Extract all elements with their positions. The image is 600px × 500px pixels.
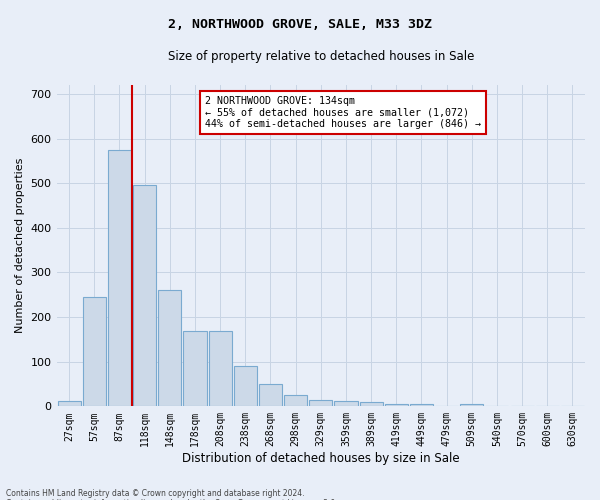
Bar [184,332,206,406]
Bar [284,395,307,406]
Bar [158,290,181,406]
Bar [460,404,484,406]
Bar [309,400,332,406]
Bar [359,402,383,406]
Bar [410,404,433,406]
Text: Contains HM Land Registry data © Crown copyright and database right 2024.: Contains HM Land Registry data © Crown c… [6,488,305,498]
Bar [133,186,156,406]
X-axis label: Distribution of detached houses by size in Sale: Distribution of detached houses by size … [182,452,460,465]
Text: 2 NORTHWOOD GROVE: 134sqm
← 55% of detached houses are smaller (1,072)
44% of se: 2 NORTHWOOD GROVE: 134sqm ← 55% of detac… [205,96,481,130]
Text: Contains public sector information licensed under the Open Government Licence v3: Contains public sector information licen… [6,498,338,500]
Bar [209,332,232,406]
Bar [58,401,80,406]
Bar [108,150,131,406]
Text: 2, NORTHWOOD GROVE, SALE, M33 3DZ: 2, NORTHWOOD GROVE, SALE, M33 3DZ [168,18,432,30]
Bar [234,366,257,406]
Title: Size of property relative to detached houses in Sale: Size of property relative to detached ho… [167,50,474,63]
Bar [334,401,358,406]
Bar [385,404,408,406]
Y-axis label: Number of detached properties: Number of detached properties [15,158,25,334]
Bar [259,384,282,406]
Bar [83,297,106,406]
